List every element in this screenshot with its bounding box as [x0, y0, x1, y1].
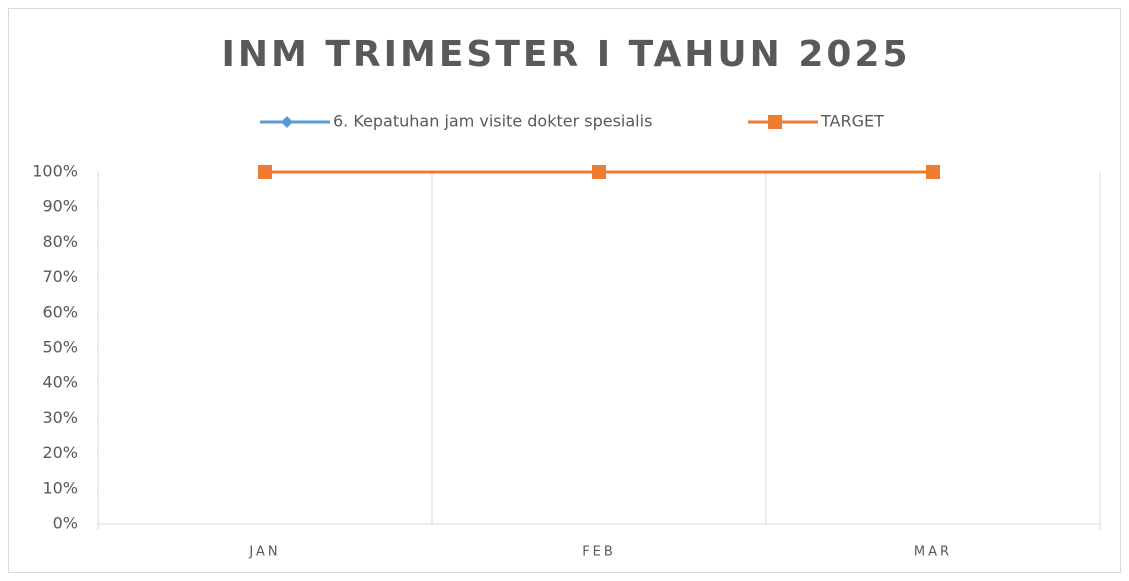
y-tick-label: 0% [53, 514, 78, 533]
legend-label: TARGET [820, 112, 884, 131]
marker [926, 165, 940, 179]
x-tick-label: MAR [914, 545, 952, 560]
x-tick-label: FEB [582, 545, 616, 560]
marker [281, 116, 293, 128]
y-tick-label: 10% [42, 478, 78, 497]
legend-label: 6. Kepatuhan jam visite dokter spesialis [333, 112, 652, 131]
x-tick-label: JAN [248, 545, 280, 560]
y-tick-label: 20% [42, 443, 78, 462]
y-tick-label: 70% [42, 267, 78, 286]
y-tick-label: 60% [42, 302, 78, 321]
y-tick-label: 100% [32, 162, 78, 181]
chart-title: INM TRIMESTER I TAHUN 2025 [221, 34, 910, 75]
y-tick-label: 50% [42, 338, 78, 357]
y-tick-label: 80% [42, 232, 78, 251]
y-tick-label: 30% [42, 408, 78, 427]
y-tick-label: 40% [42, 373, 78, 392]
chart-frame [8, 8, 1121, 573]
y-tick-label: 90% [42, 197, 78, 216]
marker [768, 115, 782, 129]
marker [258, 165, 272, 179]
marker [592, 165, 606, 179]
